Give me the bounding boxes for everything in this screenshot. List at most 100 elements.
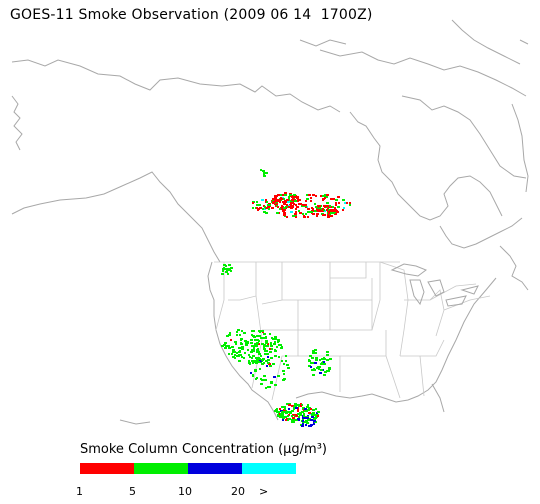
smoke-pixel [310, 408, 312, 410]
smoke-pixel [295, 208, 297, 210]
smoke-pixel [259, 360, 262, 362]
smoke-pixel [313, 368, 315, 370]
smoke-pixel [272, 338, 275, 340]
smoke-pixel [338, 202, 340, 204]
smoke-pixel [277, 341, 279, 343]
smoke-pixel [221, 273, 224, 275]
smoke-pixel [254, 343, 256, 345]
smoke-pixel [238, 354, 241, 356]
smoke-pixel [262, 170, 265, 172]
smoke-pixel [320, 369, 323, 371]
smoke-pixel [243, 332, 246, 334]
smoke-pixel [326, 205, 329, 207]
legend-tick-5: 5 [129, 485, 136, 498]
smoke-pixel [284, 194, 287, 196]
smoke-pixel [291, 405, 293, 407]
smoke-pixel [267, 362, 269, 364]
smoke-pixel [253, 345, 256, 347]
smoke-pixel [234, 351, 236, 353]
smoke-pixel [305, 213, 307, 215]
smoke-pixel [297, 413, 300, 415]
smoke-pixel [238, 347, 241, 349]
smoke-pixel [284, 408, 286, 410]
smoke-pixel [303, 413, 305, 415]
smoke-pixel [264, 206, 266, 208]
smoke-pixel [320, 210, 323, 212]
smoke-pixel [287, 367, 290, 369]
smoke-pixel [309, 355, 312, 357]
smoke-pixel [302, 423, 304, 425]
smoke-pixel [243, 357, 245, 359]
smoke-pixel [299, 412, 302, 414]
smoke-pixel [326, 359, 329, 361]
smoke-pixel [295, 216, 297, 218]
smoke-pixel [258, 340, 260, 342]
coastline-alaska-south [11, 171, 221, 263]
smoke-pixel [259, 368, 261, 370]
smoke-pixel [263, 347, 265, 349]
smoke-pixel [280, 194, 282, 196]
smoke-pixel [234, 341, 237, 343]
smoke-pixel [276, 346, 278, 348]
coastline-west-us [207, 261, 279, 421]
smoke-pixel [315, 206, 318, 208]
smoke-pixel [258, 204, 261, 206]
smoke-pixel [285, 419, 288, 421]
smoke-pixel [332, 198, 335, 200]
smoke-pixel [238, 351, 241, 353]
smoke-pixel [256, 335, 259, 337]
smoke-pixel [252, 375, 254, 377]
smoke-pixel [314, 203, 316, 205]
smoke-pixel [260, 355, 262, 357]
smoke-pixel [259, 207, 262, 209]
smoke-pixel [343, 207, 345, 209]
smoke-pixel [274, 195, 276, 197]
smoke-pixel [274, 341, 276, 343]
great-lakes [390, 263, 479, 307]
smoke-pixel [314, 349, 317, 351]
smoke-pixel [307, 404, 309, 406]
smoke-pixel [295, 211, 297, 213]
smoke-pixel [337, 206, 340, 208]
smoke-pixel [282, 194, 285, 196]
smoke-pixel [312, 409, 315, 411]
smoke-pixel [292, 417, 295, 419]
smoke-pixel [319, 359, 321, 361]
smoke-pixel [269, 386, 271, 388]
smoke-pixel [279, 416, 282, 418]
smoke-pixel [311, 416, 314, 418]
smoke-pixel [315, 357, 318, 359]
smoke-pixel [265, 207, 268, 209]
smoke-pixel [311, 357, 314, 359]
smoke-pixel [293, 419, 296, 421]
smoke-pixel [267, 206, 269, 208]
smoke-pixel [349, 202, 351, 204]
smoke-pixel [262, 208, 264, 210]
smoke-pixel [302, 213, 304, 215]
smoke-pixel [293, 406, 296, 408]
smoke-pixel [306, 422, 309, 424]
smoke-pixel [265, 199, 267, 201]
smoke-pixel [279, 208, 281, 210]
smoke-pixel [335, 199, 338, 201]
smoke-pixel [282, 201, 285, 203]
smoke-pixel [270, 343, 272, 345]
smoke-pixel [308, 194, 311, 196]
smoke-pixel [280, 347, 283, 349]
smoke-pixel [249, 362, 251, 364]
smoke-pixel [326, 354, 329, 356]
smoke-pixel [281, 208, 284, 210]
smoke-pixel [310, 197, 312, 199]
smoke-pixel [227, 345, 230, 347]
smoke-pixel [268, 204, 271, 206]
smoke-pixel [240, 343, 243, 345]
smoke-pixel [317, 205, 319, 207]
smoke-pixel [325, 196, 328, 198]
smoke-pixel [288, 404, 291, 406]
smoke-pixel [272, 363, 275, 365]
smoke-pixel [260, 169, 262, 171]
coastline-hudson-bay [349, 111, 503, 221]
smoke-pixel [278, 356, 280, 358]
smoke-pixel [254, 360, 257, 362]
